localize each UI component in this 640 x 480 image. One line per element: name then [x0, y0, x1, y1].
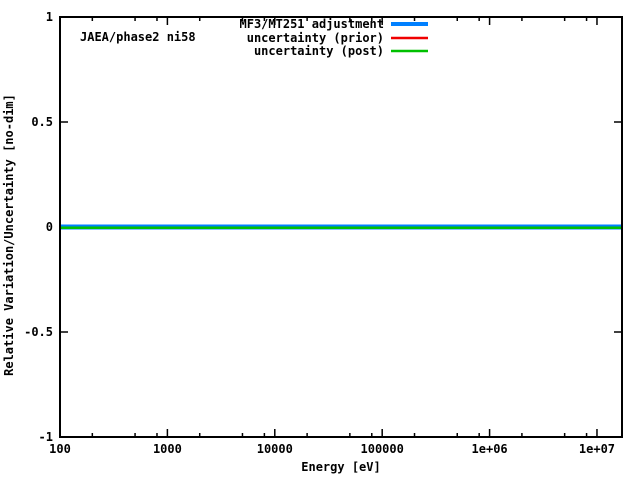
x-tick-label: 100000 — [361, 442, 404, 456]
plot-border — [59, 16, 623, 438]
x-axis-title: Energy [eV] — [301, 460, 380, 474]
x-tick-label: 10000 — [257, 442, 293, 456]
x-tick-label: 1e+07 — [579, 442, 615, 456]
x-tick-label: 1000 — [153, 442, 182, 456]
legend-label-adjustment: MF3/MT251 adjustment — [240, 17, 385, 31]
legend-label-uncertainty-prior: uncertainty (prior) — [247, 31, 384, 45]
plot-annotation: JAEA/phase2 ni58 — [80, 30, 196, 44]
y-axis-title: Relative Variation/Uncertainty [no-dim] — [2, 94, 16, 376]
data-series-lines — [60, 224, 622, 230]
x-tick-label: 1e+06 — [472, 442, 508, 456]
legend: MF3/MT251 adjustment uncertainty (prior)… — [240, 17, 428, 58]
y-tick-label: -1 — [39, 430, 53, 444]
y-tick-label: 0 — [46, 220, 53, 234]
y-tick-label: -0.5 — [24, 325, 53, 339]
legend-label-uncertainty-post: uncertainty (post) — [254, 44, 384, 58]
y-tick-label: 1 — [46, 10, 53, 24]
x-tick-label: 100 — [49, 442, 71, 456]
y-tick-label: 0.5 — [31, 115, 53, 129]
tick-labels: 100 1000 10000 100000 1e+06 1e+07 -1 -0.5 0 0.5 1 — [24, 10, 615, 456]
